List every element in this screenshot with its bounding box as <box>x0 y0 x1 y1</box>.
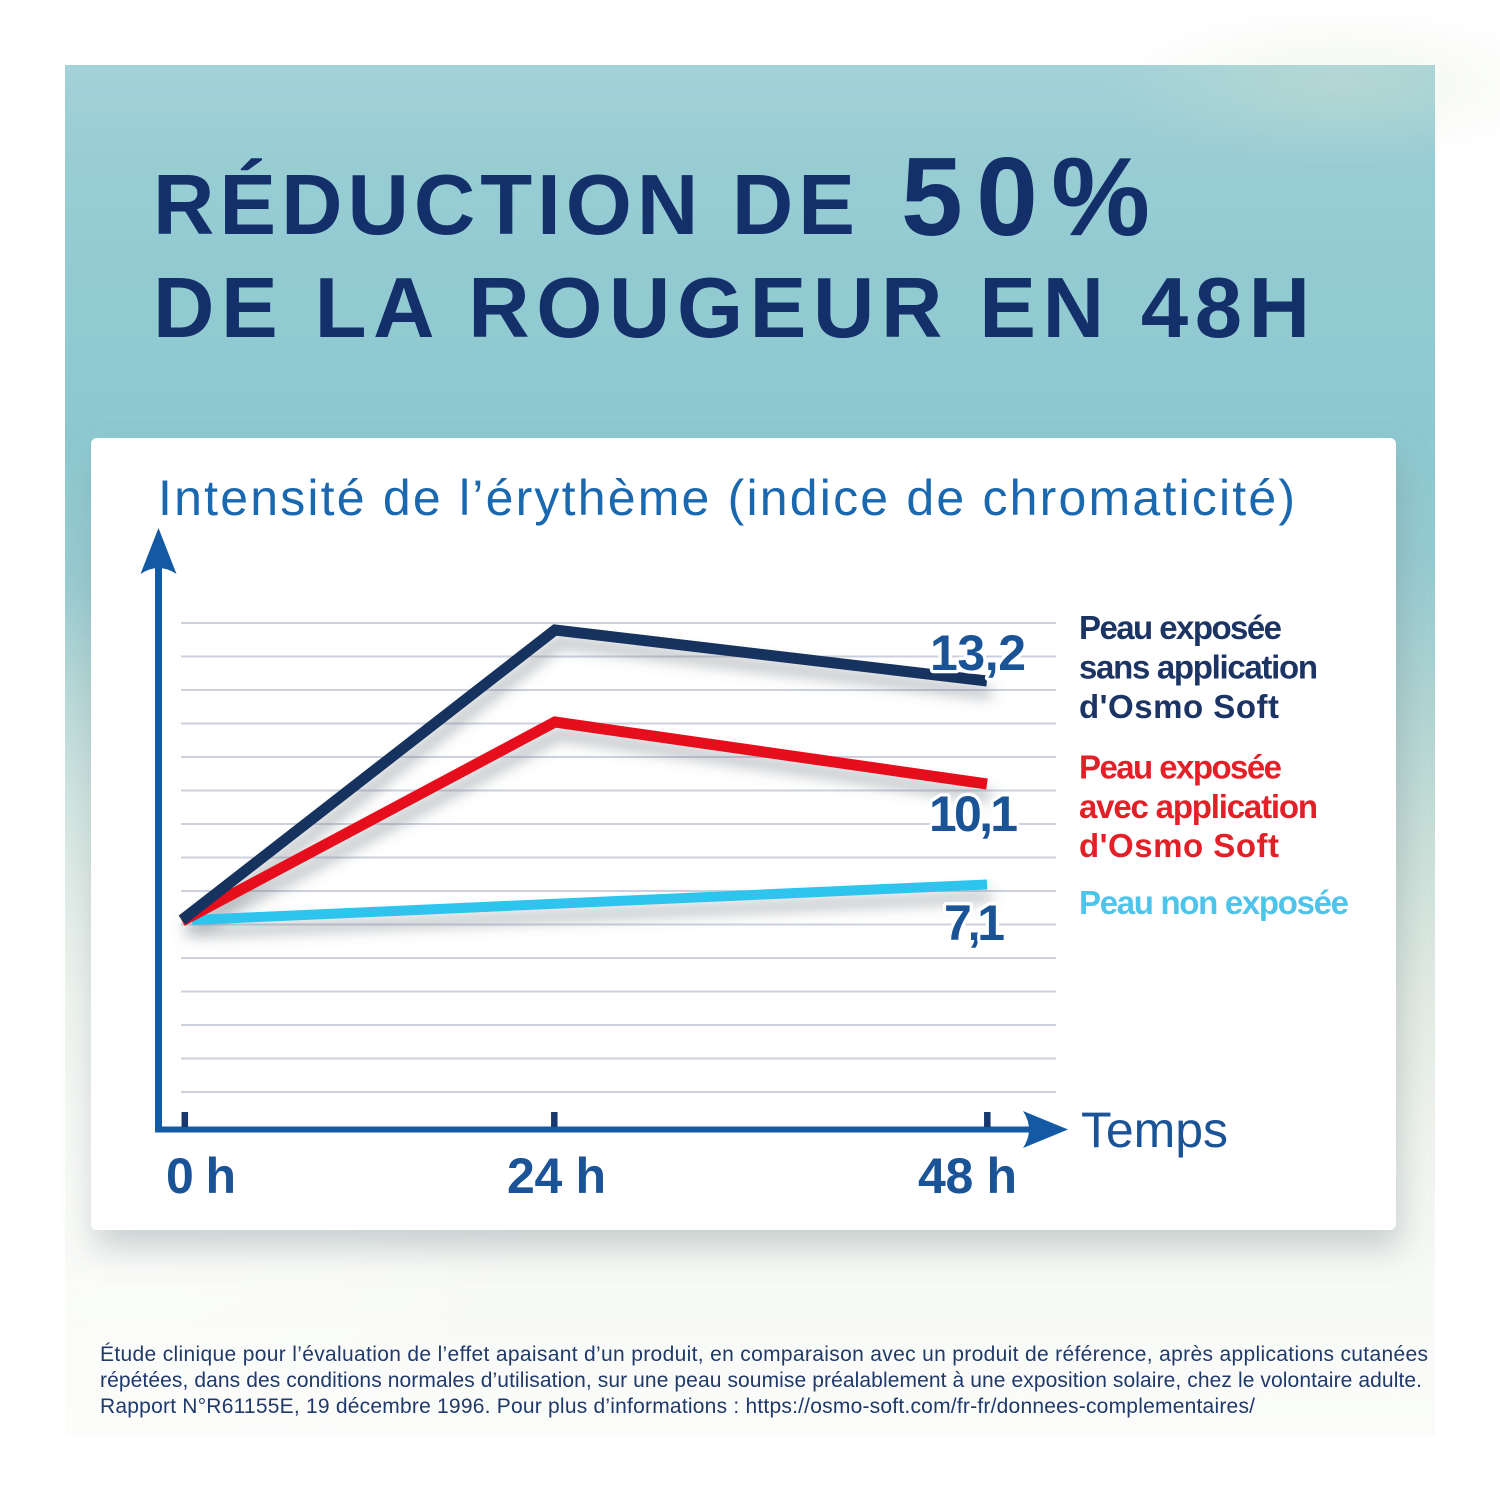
svg-text:DE LA ROUGEUR EN 48H: DE LA ROUGEUR EN 48H <box>153 261 1310 356</box>
svg-text:d'Osmo Soft: d'Osmo Soft <box>1079 827 1279 864</box>
svg-text:d'Osmo Soft: d'Osmo Soft <box>1079 688 1279 725</box>
svg-text:Temps: Temps <box>1081 1102 1228 1158</box>
svg-text:Peau exposée: Peau exposée <box>1079 749 1282 786</box>
svg-text:48 h: 48 h <box>918 1148 1017 1204</box>
svg-text:Rapport N°R61155E, 19 décembre: Rapport N°R61155E, 19 décembre 1996. Pou… <box>100 1395 1255 1418</box>
svg-text:7,1: 7,1 <box>944 895 1005 951</box>
svg-text:Étude clinique pour l’évaluati: Étude clinique pour l’évaluation de l’ef… <box>100 1343 1428 1366</box>
svg-text:24 h: 24 h <box>507 1148 606 1204</box>
svg-text:50%: 50% <box>901 135 1150 259</box>
svg-text:RÉDUCTION DE: RÉDUCTION DE <box>153 158 855 253</box>
svg-text:10,1: 10,1 <box>929 786 1018 842</box>
svg-text:13,2: 13,2 <box>930 625 1026 681</box>
svg-text:0 h: 0 h <box>166 1148 236 1204</box>
svg-text:sans application: sans application <box>1079 649 1318 686</box>
svg-text:Peau exposée: Peau exposée <box>1079 609 1282 646</box>
svg-text:répétées, dans des conditions: répétées, dans des conditions normales d… <box>100 1369 1422 1392</box>
svg-text:avec application: avec application <box>1079 788 1318 825</box>
svg-text:Peau non exposée: Peau non exposée <box>1079 884 1349 921</box>
